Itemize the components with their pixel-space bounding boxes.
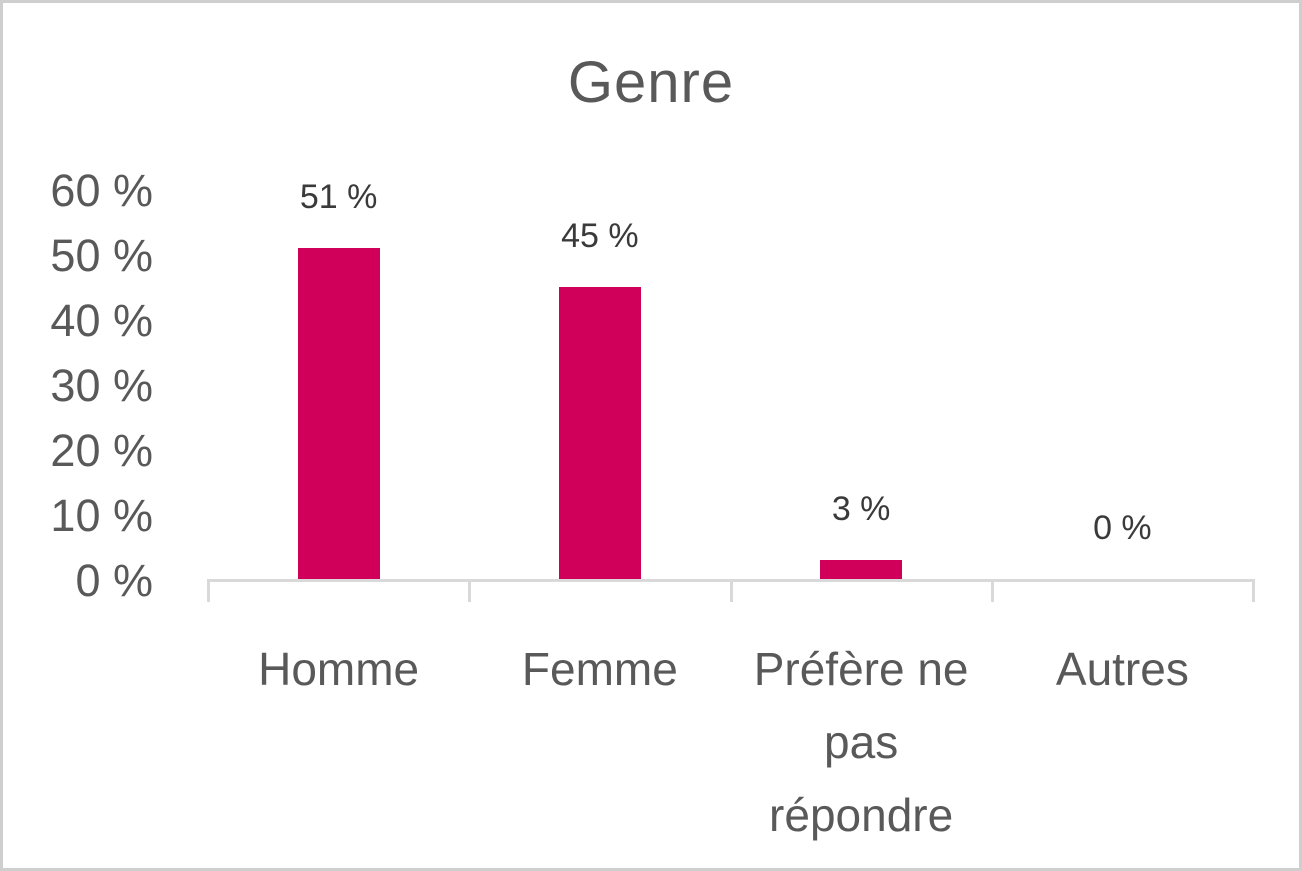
- x-axis-tick: [729, 579, 733, 602]
- y-axis-tick-label: 50 %: [50, 230, 153, 281]
- bar-prefere-ne-pas-repondre: [820, 559, 903, 579]
- x-axis-tick: [990, 579, 994, 602]
- bar-column-femme: 45 %: [469, 3, 730, 579]
- bar-column-prefere-ne-pas-repondre: 3 %: [731, 3, 992, 579]
- y-axis-tick-label: 60 %: [50, 165, 153, 216]
- y-axis-tick-label: 20 %: [50, 425, 153, 476]
- bar-column-autres: 0 %: [992, 3, 1253, 579]
- category-label-homme: Homme: [258, 643, 420, 695]
- bar-femme: [558, 286, 641, 579]
- y-axis-tick-label: 0 %: [75, 555, 153, 606]
- x-axis-tick: [1252, 579, 1255, 602]
- chart-title: Genre: [567, 50, 735, 115]
- value-label-homme: 51 %: [299, 177, 378, 216]
- bar-homme: [297, 247, 380, 579]
- bar-column-homme: 51 %: [208, 3, 469, 579]
- x-axis-tick: [207, 579, 210, 602]
- y-axis-tick-label: 30 %: [50, 360, 153, 411]
- value-label-femme: 45 %: [561, 216, 639, 255]
- value-label-prefere-ne-pas-repondre: 3 %: [831, 489, 891, 528]
- plot-area: 60 % 50 % 40 % 30 % 20 % 10 % 0 % 51 % Homme 45 %…: [3, 3, 1299, 868]
- category-label-autres: Autres: [1055, 643, 1189, 695]
- y-axis-tick-label: 10 %: [50, 490, 153, 541]
- category-label-prefere-ne-pas-repondre: Préfère ne pas répondre: [753, 643, 969, 841]
- value-label-autres: 0 %: [1093, 509, 1152, 547]
- x-axis-tick: [468, 579, 472, 602]
- category-label-femme: Femme: [521, 643, 678, 695]
- y-axis-tick-label: 40 %: [50, 295, 153, 346]
